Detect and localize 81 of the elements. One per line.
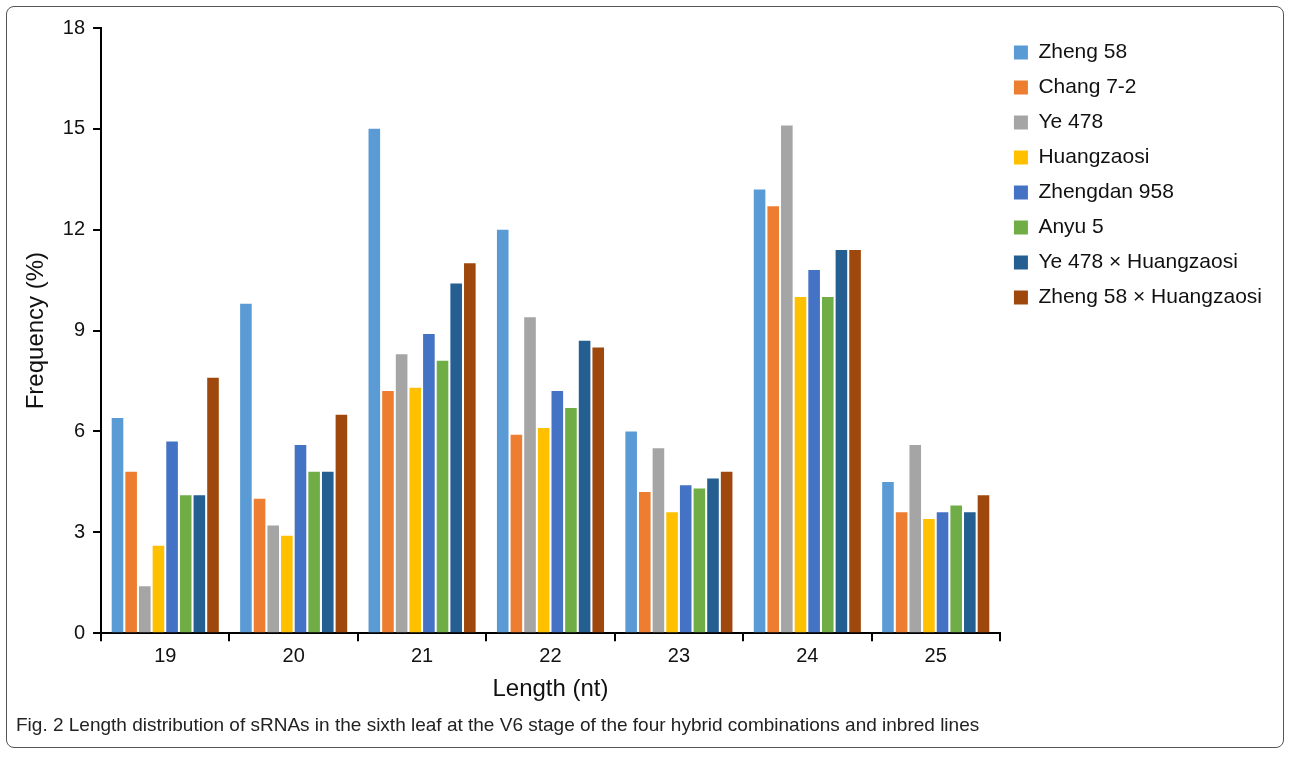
y-axis-title: Frequency (%) [21,251,49,410]
legend-label: Zheng 58 × Huangzaosi [1038,284,1262,308]
bar [179,495,192,633]
x-axis-title: Length (nt) [492,674,609,702]
bar [496,229,509,633]
legend-label: Ye 478 × Huangzaosi [1038,249,1238,273]
bar [524,317,536,633]
y-tick-label: 9 [73,318,86,341]
bar [537,428,550,633]
bar [551,391,564,633]
bar [565,407,577,633]
bar [382,391,394,633]
y-tick-label: 6 [73,418,86,441]
x-tick-label: 22 [539,643,562,666]
bar [578,340,591,633]
bar [679,485,692,633]
bar [267,525,279,633]
bar [849,249,861,633]
bar [652,448,665,633]
bar [720,471,733,633]
x-tick-label: 19 [154,643,177,666]
bar [895,512,908,633]
bar [510,434,523,633]
legend-label: Zheng 58 [1038,39,1128,63]
bar [693,488,706,633]
bar [592,347,605,633]
bar [781,125,793,633]
bar [125,471,137,633]
bar [808,270,820,633]
bar [707,478,719,633]
x-tick-label: 24 [796,643,819,666]
bar [409,387,422,633]
bar [436,360,449,633]
bar [950,505,962,633]
x-tick-label: 25 [924,643,947,666]
bar [977,495,990,633]
bar [423,333,435,633]
bar [882,481,894,633]
bar [240,303,252,633]
y-tick-label: 15 [62,116,86,139]
x-tick-label: 23 [667,643,691,666]
bar [395,354,408,633]
bar [964,512,976,633]
bar [835,249,848,633]
x-tick-label: 20 [282,643,305,666]
bar [638,491,651,633]
y-tick-label: 18 [62,15,86,38]
legend-label: Anyu 5 [1038,214,1104,238]
bar [253,498,266,633]
bar [767,206,779,633]
bar [753,189,766,633]
bar [936,512,949,633]
legend-label: Chang 7-2 [1038,74,1137,98]
bar [625,431,637,633]
bar [138,586,151,633]
legend-label: Ye 478 [1038,109,1104,133]
y-tick-label: 12 [62,217,86,240]
bar [193,495,206,633]
bar [794,296,807,633]
bar [152,545,165,633]
bar [666,512,678,633]
legend-label: Huangzaosi [1038,144,1150,168]
bar [909,444,922,633]
bar [923,518,935,633]
caption: Fig. 2 Length distribution of sRNAs in the sixth leaf at the V6 stage of the four hybrid combinations and inbred lines [16,714,980,736]
bar [281,535,293,633]
bar [111,418,124,633]
bar [821,296,834,633]
bar [464,263,476,633]
bar [335,414,348,633]
bar [166,441,178,633]
bar [294,444,307,633]
bar [207,377,219,633]
bar [368,128,381,633]
legend-label: Zhengdan 958 [1038,179,1174,203]
bar [308,471,320,633]
bar [321,471,334,633]
y-tick-label: 3 [73,519,86,542]
y-tick-label: 0 [73,620,86,643]
bar [450,283,462,633]
x-tick-label: 21 [410,643,434,666]
